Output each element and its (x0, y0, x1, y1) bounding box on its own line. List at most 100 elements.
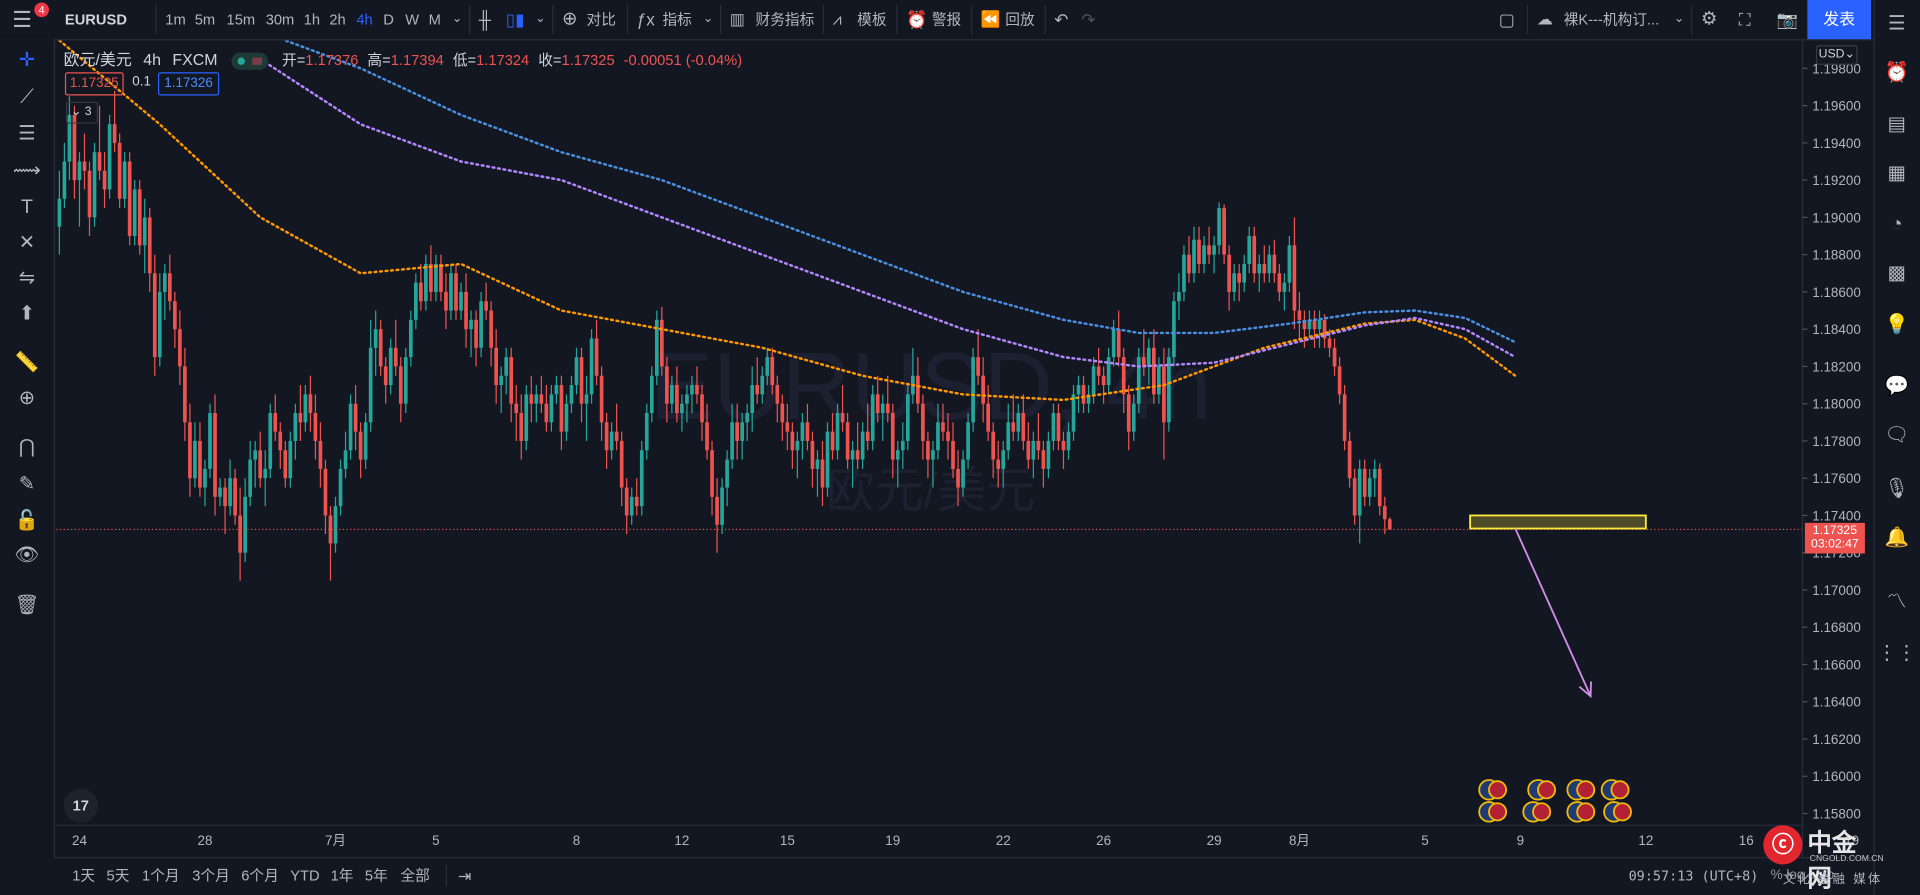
timer-icon[interactable]: ◔ (1890, 214, 1903, 236)
camera-icon[interactable]: 📷 (1776, 9, 1799, 30)
gear-icon[interactable]: ⚙ (1700, 8, 1718, 30)
interval-4h[interactable]: 4h (356, 11, 373, 29)
data-window-icon[interactable]: ▤ (1887, 113, 1906, 135)
bell-icon[interactable]: 🔔 (1884, 527, 1909, 549)
buy-button[interactable]: 1.17326 (157, 72, 220, 96)
fib-lines-icon[interactable]: ☰ (18, 123, 36, 145)
interval-w[interactable]: W (405, 11, 420, 29)
candle-body (649, 375, 654, 414)
goto-date-icon[interactable]: ⇥ (457, 866, 472, 886)
alarm-clock-icon[interactable]: ⏰ (1884, 62, 1909, 84)
financials-icon[interactable]: ▥ (729, 9, 745, 29)
candle-body (996, 459, 1001, 469)
replay-button[interactable]: 回放 (1005, 11, 1035, 29)
interval-m[interactable]: M (428, 11, 441, 29)
interval-5m[interactable]: 5m (194, 11, 216, 29)
more-icon[interactable]: ⋮⋮ (1877, 642, 1917, 664)
event-flags[interactable] (1478, 779, 1632, 823)
range-all[interactable]: 全部 (400, 866, 430, 885)
range-5y[interactable]: 5年 (364, 866, 388, 885)
price-axis[interactable]: 1.19800 1.19600 1.19400 1.19200 1.19000 1.188… (1801, 40, 1861, 858)
lightbulb-icon[interactable]: 💡 (1884, 314, 1909, 336)
arrow-up-icon[interactable]: ⬆ (18, 303, 36, 325)
news-icon[interactable]: ▦ (1887, 162, 1906, 184)
candle (1342, 385, 1347, 451)
chevron-down-icon[interactable]: ⌄ (1673, 12, 1685, 26)
alert-button[interactable]: 警报 (931, 11, 962, 29)
templates-icon[interactable]: ⩘ (832, 9, 842, 29)
watchlist-icon[interactable]: ☰ (1887, 13, 1906, 35)
fullscreen-icon[interactable]: ⛶ (1738, 9, 1751, 30)
interval-2h[interactable]: 2h (329, 11, 346, 29)
candle-body (157, 291, 162, 358)
candle-body (855, 450, 860, 460)
chevron-down-icon[interactable]: ⌄ (702, 12, 714, 26)
templates-button[interactable]: 模板 (857, 11, 887, 29)
pencil-lock-icon[interactable]: ✎ (18, 473, 36, 495)
redo-icon[interactable]: ↷ (1081, 9, 1096, 30)
publish-button[interactable]: 发表 (1807, 0, 1872, 40)
chevron-down-icon[interactable]: ⌄ (535, 12, 546, 26)
market-status-icon[interactable] (231, 52, 269, 70)
ruler-icon[interactable]: 📏 (14, 352, 40, 374)
financials-button[interactable]: 财务指标 (755, 11, 815, 29)
range-3m[interactable]: 3个月 (192, 866, 230, 885)
cloud-icon[interactable]: ☁ (1536, 9, 1553, 29)
chat-icon[interactable]: 💬 (1884, 375, 1909, 397)
range-1m[interactable]: 1个月 (142, 866, 180, 885)
chevron-down-icon[interactable]: ⌄ (451, 12, 463, 26)
calendar-icon[interactable]: ▩ (1887, 263, 1906, 285)
range-5d[interactable]: 5天 (106, 866, 130, 885)
candle-style-icon[interactable]: ▯▮ (505, 9, 525, 30)
text-icon[interactable]: T (20, 197, 33, 218)
indicators-button[interactable]: 指标 (662, 11, 692, 29)
utc-clock[interactable]: 09:57:13 (UTC+8) (1628, 868, 1759, 885)
alarm-clock-icon[interactable]: ⏰ (906, 9, 928, 30)
trend-line-icon[interactable]: ⟋ (20, 86, 34, 108)
candle-body (916, 375, 920, 404)
interval-1m[interactable]: 1m (165, 11, 186, 29)
compare-button[interactable]: 对比 (586, 11, 616, 29)
eye-icon[interactable]: 👁 (14, 544, 40, 566)
interval-15m[interactable]: 15m (226, 11, 256, 29)
magnet-icon[interactable]: ⋂ (18, 437, 35, 458)
crosshair-icon[interactable]: ✛ (18, 50, 36, 72)
undo-icon[interactable]: ↶ (1054, 9, 1069, 30)
scale-options[interactable]: % log auto (1770, 868, 1835, 883)
range-6m[interactable]: 6个月 (241, 866, 279, 885)
interval-1h[interactable]: 1h (303, 11, 321, 29)
compare-icon[interactable]: ⊕ (562, 8, 578, 30)
indicator-collapse-toggle[interactable]: ⌄ 3 (66, 101, 98, 124)
range-1y[interactable]: 1年 (330, 866, 354, 885)
current-price-label[interactable]: 1.17325 03:02:47 (1804, 522, 1865, 554)
interval-d[interactable]: D (383, 11, 394, 29)
replay-icon[interactable]: ⏪ (980, 9, 1001, 29)
pattern-xabcd-icon[interactable]: ✕ (18, 232, 36, 254)
projection-icon[interactable]: ⇋ (18, 268, 36, 289)
lock-icon[interactable]: 🔓 (14, 510, 40, 532)
currency-selector[interactable]: USD⌄ (1815, 45, 1858, 65)
podcast-icon[interactable]: 🎙 (1884, 478, 1910, 500)
candle-body (870, 394, 875, 441)
zoom-in-icon[interactable]: ⊕ (18, 388, 36, 409)
interval-30m[interactable]: 30m (265, 11, 295, 29)
layout-name[interactable]: 裸K---机构订... (1563, 11, 1660, 29)
chat-rooms-icon[interactable]: 🗨 (1884, 424, 1910, 446)
indicators-icon[interactable]: ƒx (636, 9, 655, 30)
chart-type-icon[interactable]: 〽 (1886, 591, 1907, 613)
menu-icon[interactable]: ☰ (12, 7, 33, 32)
candle (408, 310, 413, 367)
symbol-search[interactable]: EURUSD (64, 11, 127, 29)
candle-body (1101, 375, 1106, 386)
trash-icon[interactable]: 🗑 (14, 595, 40, 616)
bar-style-icon[interactable]: ╫ (478, 9, 491, 30)
legend-title[interactable]: 欧元/美元 (63, 50, 132, 69)
layout-icon[interactable]: ▢ (1498, 9, 1515, 30)
tradingview-logo[interactable]: 17 (63, 788, 98, 823)
range-ytd[interactable]: YTD (290, 866, 320, 885)
sell-button[interactable]: 1.17325 (64, 72, 124, 96)
time-axis[interactable]: 24287月581215192226298月5912161923 (56, 824, 1920, 848)
pattern-icon[interactable]: ⟿ (12, 160, 41, 182)
range-1d[interactable]: 1天 (72, 866, 96, 885)
